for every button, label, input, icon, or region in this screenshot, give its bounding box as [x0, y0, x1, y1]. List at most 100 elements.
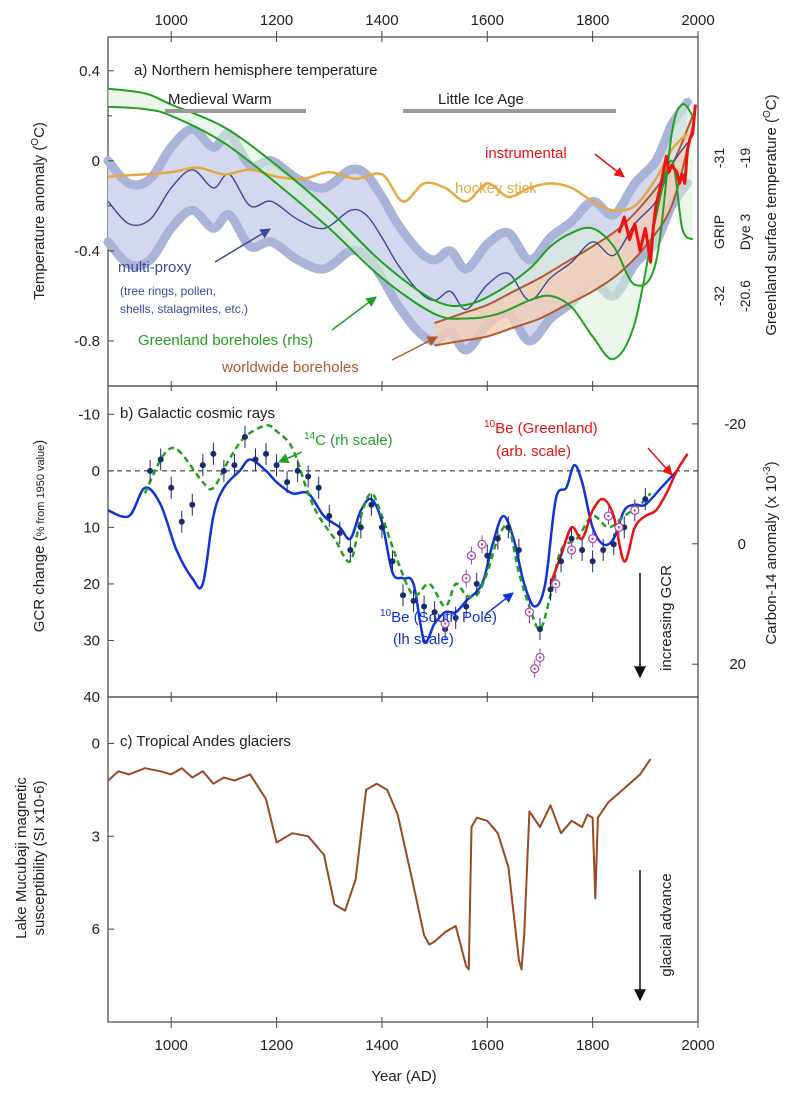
- hockey-stick-line: [107, 132, 689, 212]
- bottom-tick-label: 1400: [365, 1037, 398, 1054]
- worldwide-band-fill: [434, 115, 693, 346]
- multiproxy-label-3: shells, stalagmites, etc.): [120, 302, 248, 316]
- panel-c-y-label-1: Lake Mucubaji magnetic: [13, 777, 30, 939]
- dye3-tick-lower: -20.6: [737, 280, 753, 312]
- be10-greenland-label-2: (arb. scale): [496, 443, 571, 460]
- top-tick-label: 1600: [471, 12, 504, 29]
- panel-b-right-ticks: -20 0 20: [692, 416, 746, 673]
- panel-b-y-tick-label: 0: [92, 463, 100, 480]
- multiproxy-label-2: (tree rings, pollen,: [120, 284, 216, 298]
- worldwide-upper-line: [434, 115, 694, 324]
- circle-point-center: [607, 514, 610, 518]
- gcr-point: [431, 609, 438, 616]
- be10-greenland-arrow: [647, 447, 673, 476]
- panel-b-right-label: Carbon-14 anomaly (x 10-3): [762, 461, 780, 644]
- multiproxy-arrow: [214, 228, 271, 263]
- circle-point-center: [533, 667, 536, 670]
- gcr-point: [168, 484, 175, 491]
- panel-b-right-tick-label: -20: [724, 416, 746, 433]
- gcr-point: [147, 467, 154, 474]
- gcr-point: [410, 597, 417, 604]
- gcr-point: [336, 530, 343, 537]
- panel-a-right-label: Greenland surface temperature (OC): [762, 94, 780, 335]
- andes-glacier-line: [107, 758, 652, 971]
- grip-tick-lower: -32: [711, 286, 727, 306]
- panel-a-y-ticks: 0.4 0 -0.4 -0.8: [74, 63, 114, 350]
- panel-c-y-label-2: susceptibility (SI x10-6): [31, 780, 48, 935]
- circle-point-center: [570, 548, 573, 552]
- worldwide-lower-line: [434, 126, 694, 347]
- panel-c-y-ticks: 0 3 6: [92, 735, 114, 938]
- hockey-stick-label: hockey stick: [455, 180, 537, 197]
- panel-a: a) Northern hemisphere temperature 0.4 0 -…: [30, 62, 780, 376]
- medieval-warm-label: Medieval Warm: [168, 91, 272, 108]
- bottom-x-ticks: 1000 1200 1400 1600 1800 2000: [155, 37, 715, 1054]
- gcr-point: [263, 450, 270, 457]
- circle-point-center: [617, 526, 621, 529]
- x-axis-label: Year (AD): [371, 1068, 436, 1085]
- panel-a-y-tick-label: 0: [92, 153, 100, 170]
- top-tick-label: 2000: [681, 12, 714, 29]
- gcr-point: [400, 592, 406, 599]
- gcr-point: [536, 626, 543, 633]
- gcr-point: [642, 496, 649, 503]
- panel-b-y-ticks: -10 0 10 20 30 40: [78, 406, 114, 706]
- gcr-point: [515, 546, 522, 553]
- panel-b-y-tick-label: 10: [83, 519, 100, 536]
- panel-c-y-tick-label: 6: [92, 921, 100, 938]
- gcr-point: [252, 456, 259, 463]
- multiproxy-line: [107, 142, 689, 311]
- greenland-arrow: [331, 296, 377, 331]
- gcr-point: [305, 473, 312, 480]
- gcr-point: [579, 546, 586, 553]
- panel-b-y-tick-label: 40: [83, 689, 100, 706]
- panel-c-y-tick-label: 3: [92, 828, 100, 845]
- multiproxy-label-1: multi-proxy: [118, 259, 192, 276]
- gcr-point: [178, 518, 185, 525]
- top-x-ticks: 1000 1200 1400 1600 1800 2000: [155, 12, 715, 37]
- c14-arrow: [278, 451, 303, 464]
- bottom-tick-label: 1200: [260, 1037, 293, 1054]
- panel-b-y-tick-label: 20: [83, 576, 100, 593]
- gcr-point: [600, 546, 607, 553]
- glacial-advance-label: glacial advance: [658, 873, 675, 976]
- gcr-point: [589, 558, 596, 565]
- gcr-point: [568, 535, 575, 542]
- panel-a-y-label: Temperature anomaly (OC): [30, 122, 48, 300]
- panel-a-title: a) Northern hemisphere temperature: [134, 62, 377, 79]
- c14-label: 14C (rh scale): [304, 431, 393, 449]
- be10-greenland-label-1: 10Be (Greenland): [484, 419, 598, 437]
- bottom-tick-label: 1000: [155, 1037, 188, 1054]
- gcr-point: [421, 603, 428, 610]
- panel-a-y-tick-label: -0.8: [74, 333, 100, 350]
- panel-c-frame: [107, 696, 699, 1023]
- gcr-point: [378, 524, 385, 531]
- bottom-tick-label: 1600: [471, 1037, 504, 1054]
- dye3-label: Dye 3: [737, 214, 753, 251]
- gcr-point: [326, 513, 333, 520]
- increasing-gcr-label: increasing GCR: [658, 565, 675, 671]
- gcr-point: [484, 552, 491, 559]
- instrumental-line: [617, 104, 697, 264]
- panel-c-title: c) Tropical Andes glaciers: [120, 733, 291, 750]
- top-tick-label: 1800: [576, 12, 609, 29]
- panel-a-plot: [103, 87, 697, 361]
- panel-a-y-tick-label: -0.4: [74, 243, 100, 260]
- gcr-point: [273, 462, 280, 469]
- panel-b-right-tick-label: 0: [738, 536, 746, 553]
- circle-point-center: [465, 577, 468, 580]
- panel-c-y-tick-label: 0: [92, 735, 100, 752]
- gcr-point: [231, 462, 238, 469]
- be10-south-pole-label-1: 10Be (South Pole): [380, 608, 497, 626]
- gcr-point: [357, 524, 364, 531]
- panel-b-y-tick-label: -10: [78, 406, 100, 423]
- gcr-point: [220, 467, 227, 474]
- gcr-point: [452, 614, 459, 621]
- circle-point-center: [528, 610, 531, 614]
- gcr-point: [210, 450, 217, 457]
- gcr-point: [558, 558, 565, 565]
- gcr-point: [473, 580, 480, 587]
- bottom-tick-label: 1800: [576, 1037, 609, 1054]
- instrumental-arrow: [594, 153, 625, 178]
